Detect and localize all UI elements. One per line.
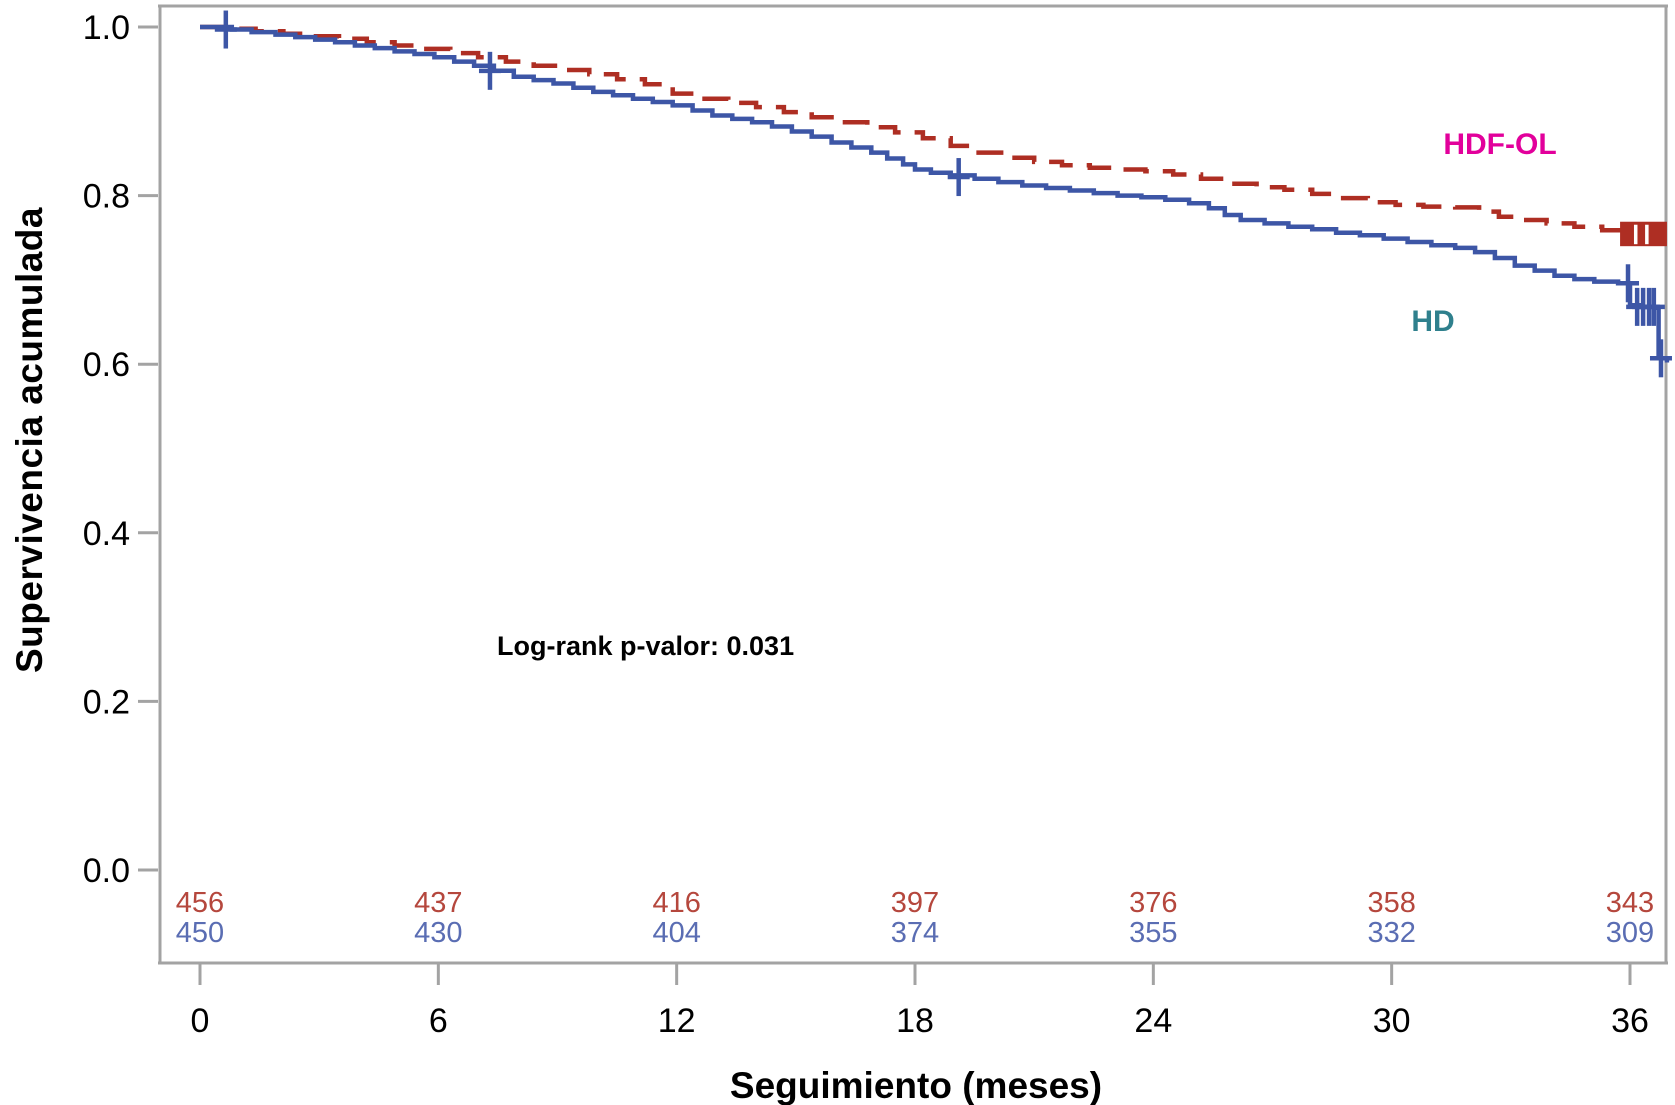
- y-tick-label: 0.4: [83, 515, 130, 553]
- risk-count-hd: 404: [652, 917, 700, 949]
- x-tick-label: 24: [1134, 1002, 1172, 1040]
- curve-hdfol: [200, 24, 1670, 236]
- risk-count-hdf-ol: 416: [652, 887, 700, 919]
- y-tick-label: 0.8: [83, 178, 130, 216]
- risk-count-hdf-ol: 456: [176, 887, 224, 919]
- x-axis-title: Seguimiento (meses): [729, 1065, 1103, 1105]
- risk-count-hdf-ol: 343: [1606, 887, 1654, 919]
- risk-count-hd: 355: [1129, 917, 1177, 949]
- series-label-hd: HD: [1411, 305, 1455, 338]
- series-label-hdf-ol: HDF-OL: [1443, 128, 1557, 161]
- x-tick-label: 0: [191, 1002, 210, 1040]
- risk-count-hdf-ol: 358: [1367, 887, 1415, 919]
- risk-count-hdf-ol: 397: [891, 887, 939, 919]
- risk-count-hd: 430: [414, 917, 462, 949]
- y-axis-title: Supervivencia acumulada: [9, 207, 50, 673]
- censor-block-gap: [1645, 224, 1649, 245]
- x-tick-label: 6: [429, 1002, 448, 1040]
- risk-count-hd: 450: [176, 917, 224, 949]
- y-tick-label: 0.2: [83, 683, 130, 721]
- log-rank-annotation: Log-rank p-valor: 0.031: [497, 631, 795, 661]
- risk-count-hd: 374: [891, 917, 939, 949]
- y-tick-label: 0.6: [83, 346, 130, 384]
- risk-count-hd: 332: [1367, 917, 1415, 949]
- risk-count-hd: 309: [1606, 917, 1654, 949]
- censor-block: [1620, 221, 1667, 247]
- censor-block-gap: [1633, 224, 1638, 245]
- x-tick-label: 36: [1611, 1002, 1649, 1040]
- risk-count-hdf-ol: 376: [1129, 887, 1177, 919]
- risk-count-hdf-ol: 437: [414, 887, 462, 919]
- x-tick-label: 18: [896, 1002, 934, 1040]
- x-tick-label: 12: [658, 1002, 696, 1040]
- y-tick-label: 0.0: [83, 852, 130, 890]
- y-tick-label: 1.0: [83, 9, 130, 47]
- curve-hd: [200, 24, 1670, 363]
- x-tick-label: 30: [1373, 1002, 1411, 1040]
